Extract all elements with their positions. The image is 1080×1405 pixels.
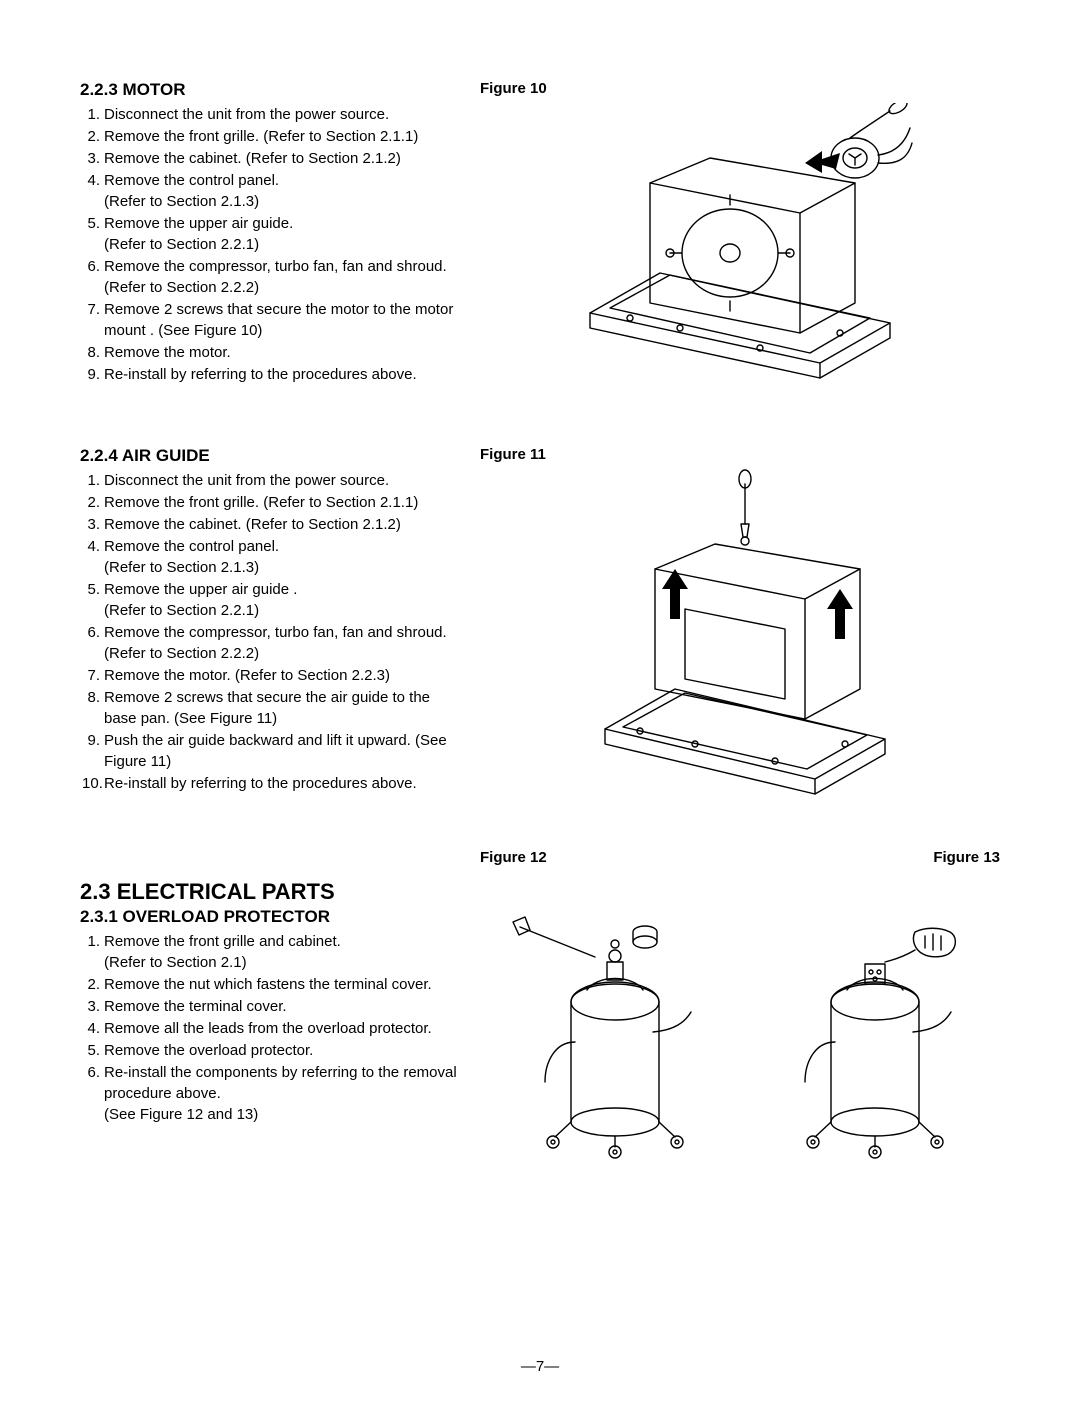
list-item: Remove the front grille. (Refer to Secti… — [80, 492, 460, 513]
figures-12-13-block: Figure 12 — [480, 849, 1000, 1172]
heading-224: 2.2.4 AIR GUIDE — [80, 446, 460, 466]
list-item: Remove the front grille. (Refer to Secti… — [80, 126, 460, 147]
figure-12-image — [480, 872, 730, 1172]
section-airguide-row: 2.2.4 AIR GUIDE Disconnect the unit from… — [80, 446, 1000, 809]
figure-12-label: Figure 12 — [480, 849, 730, 866]
list-item: Push the air guide backward and lift it … — [80, 730, 460, 772]
list-item: Remove the nut which fastens the termina… — [80, 974, 460, 995]
heading-223: 2.2.3 MOTOR — [80, 80, 460, 100]
fig11-svg — [585, 469, 895, 809]
figure-11-block: Figure 11 — [480, 446, 1000, 809]
list-item: Remove the overload protector. — [80, 1040, 460, 1061]
heading-23: 2.3 ELECTRICAL PARTS — [80, 879, 460, 905]
figure-10-image — [480, 103, 1000, 383]
fig12-svg — [495, 872, 715, 1172]
list-item: Remove the control panel.(Refer to Secti… — [80, 170, 460, 212]
figure-13-label: Figure 13 — [750, 849, 1000, 866]
list-item: Remove the motor. (Refer to Section 2.2.… — [80, 665, 460, 686]
heading-231: 2.3.1 OVERLOAD PROTECTOR — [80, 907, 460, 927]
list-item: Re-install by referring to the procedure… — [80, 773, 460, 794]
list-item: Disconnect the unit from the power sourc… — [80, 104, 460, 125]
section-airguide-text: 2.2.4 AIR GUIDE Disconnect the unit from… — [80, 446, 480, 809]
page-number: —7— — [0, 1358, 1080, 1375]
list-item: Re-install by referring to the procedure… — [80, 364, 460, 385]
figure-10-block: Figure 10 — [480, 80, 1000, 386]
list-item: Remove the compressor, turbo fan, fan an… — [80, 622, 460, 664]
figure-13-image — [750, 872, 1000, 1172]
list-224: Disconnect the unit from the power sourc… — [80, 470, 460, 794]
figure-13-block: Figure 13 — [750, 849, 1000, 1172]
figure-12-block: Figure 12 — [480, 849, 730, 1172]
section-electrical-row: 2.3 ELECTRICAL PARTS 2.3.1 OVERLOAD PROT… — [80, 849, 1000, 1172]
section-motor-text: 2.2.3 MOTOR Disconnect the unit from the… — [80, 80, 480, 386]
figure-10-label: Figure 10 — [480, 80, 1000, 97]
list-item: Remove 2 screws that secure the motor to… — [80, 299, 460, 341]
list-item: Remove the cabinet. (Refer to Section 2.… — [80, 148, 460, 169]
section-motor-row: 2.2.3 MOTOR Disconnect the unit from the… — [80, 80, 1000, 386]
list-item: Remove all the leads from the overload p… — [80, 1018, 460, 1039]
list-item: Remove the control panel.(Refer to Secti… — [80, 536, 460, 578]
list-item: Remove the motor. — [80, 342, 460, 363]
figure-11-image — [480, 469, 1000, 809]
list-231: Remove the front grille and cabinet.(Ref… — [80, 931, 460, 1125]
list-item: Remove the compressor, turbo fan, fan an… — [80, 256, 460, 298]
list-item: Remove the upper air guide.(Refer to Sec… — [80, 213, 460, 255]
figure-11-label: Figure 11 — [480, 446, 1000, 463]
list-223: Disconnect the unit from the power sourc… — [80, 104, 460, 385]
list-item: Remove the front grille and cabinet.(Ref… — [80, 931, 460, 973]
list-item: Remove the cabinet. (Refer to Section 2.… — [80, 514, 460, 535]
list-item: Remove 2 screws that secure the air guid… — [80, 687, 460, 729]
list-item: Remove the upper air guide .(Refer to Se… — [80, 579, 460, 621]
list-item: Disconnect the unit from the power sourc… — [80, 470, 460, 491]
fig10-svg — [560, 103, 920, 383]
section-electrical-text: 2.3 ELECTRICAL PARTS 2.3.1 OVERLOAD PROT… — [80, 849, 480, 1172]
fig13-svg — [765, 872, 985, 1172]
list-item: Remove the terminal cover. — [80, 996, 460, 1017]
list-item: Re-install the components by referring t… — [80, 1062, 460, 1125]
